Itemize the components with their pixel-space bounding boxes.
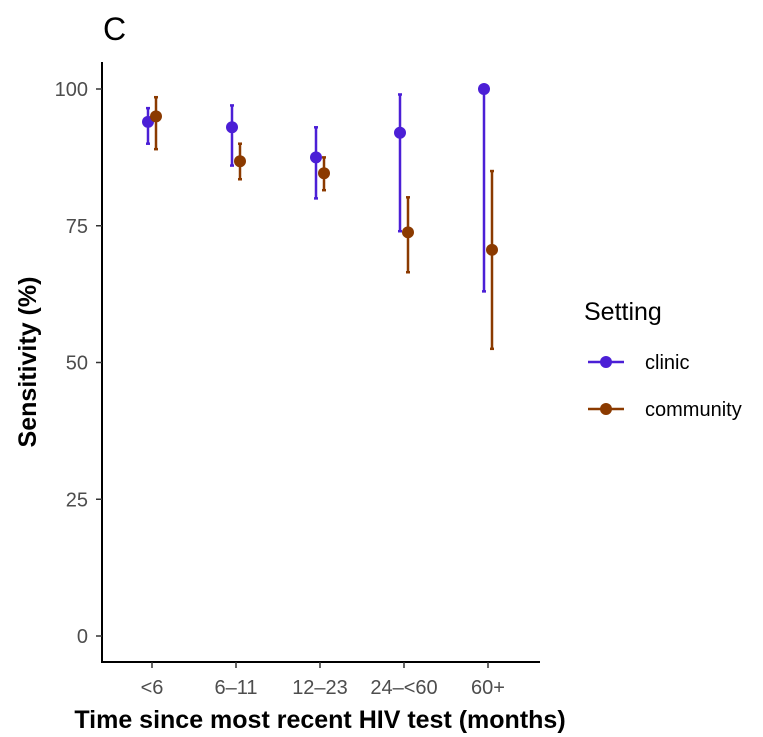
x-tick-label: 6–11 [214, 677, 257, 699]
y-ticks: 0 25 50 75 100 [55, 79, 102, 648]
point-clinic [226, 121, 238, 134]
x-tick-label: 24–<60 [370, 677, 437, 699]
x-tick-label: 12–23 [292, 677, 348, 699]
point-community [150, 110, 162, 123]
y-tick-label: 0 [77, 626, 88, 648]
x-tick-label: 60+ [471, 677, 505, 699]
point-clinic [394, 126, 406, 139]
point-community [486, 243, 498, 256]
y-tick-label: 50 [66, 353, 88, 375]
legend-title: Setting [584, 298, 662, 326]
y-tick-label: 100 [55, 79, 88, 101]
plot-area [142, 83, 498, 351]
legend-label-clinic: clinic [645, 352, 689, 374]
legend: Setting clinic community [584, 298, 742, 421]
legend-key-point-clinic [600, 356, 612, 368]
y-axis-title: Sensitivity (%) [14, 277, 42, 448]
legend-key-point-community [600, 403, 612, 415]
point-community [234, 155, 246, 168]
y-tick-label: 25 [66, 489, 88, 511]
point-clinic [478, 83, 490, 95]
x-axis-title: Time since most recent HIV test (months) [74, 706, 565, 734]
point-clinic [310, 151, 322, 164]
point-community [318, 167, 330, 180]
y-tick-label: 75 [66, 216, 88, 238]
x-tick-label: <6 [141, 677, 164, 699]
legend-label-community: community [645, 399, 742, 421]
point-community [402, 226, 414, 239]
x-ticks: <6 6–11 12–23 24–<60 60+ [141, 662, 505, 699]
legend-items: clinic community [588, 352, 742, 421]
panel-tag: C [103, 11, 126, 47]
